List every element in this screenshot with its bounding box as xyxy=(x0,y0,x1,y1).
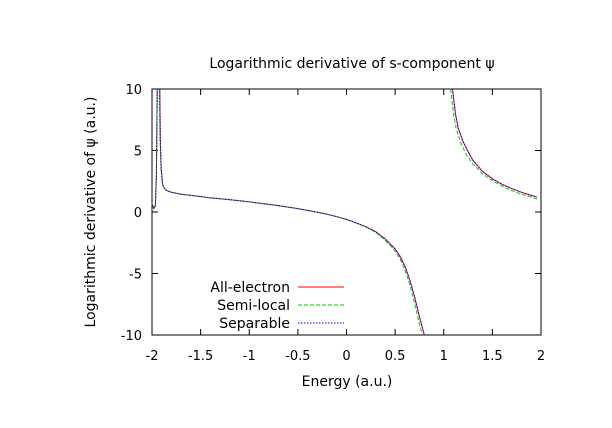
y-tick-label: 5 xyxy=(134,145,142,160)
y-tick-label: -10 xyxy=(121,329,142,344)
plot-frame xyxy=(151,88,542,336)
legend: All-electron Semi-local Separable xyxy=(210,280,344,332)
x-tick-label: 2 xyxy=(537,349,545,364)
y-axis-ticks: -10 -5 0 5 10 xyxy=(121,83,541,344)
series-line xyxy=(159,88,425,336)
x-axis-label: Energy (a.u.) xyxy=(302,374,393,390)
series-line xyxy=(159,88,425,336)
series-line xyxy=(450,88,538,200)
legend-label: Semi-local xyxy=(217,298,290,314)
series-line xyxy=(151,88,158,209)
chart-title: Logarithmic derivative of s-component ψ xyxy=(209,56,494,72)
series-line xyxy=(452,88,538,198)
y-tick-label: 10 xyxy=(125,83,142,98)
x-tick-label: 0.5 xyxy=(385,349,406,364)
series-separable xyxy=(151,88,538,336)
x-axis-ticks: -2 -1.5 -1 -0.5 0 0.5 1 1.5 2 xyxy=(146,89,545,364)
x-tick-label: -0.5 xyxy=(285,349,310,364)
x-tick-label: -1 xyxy=(243,349,256,364)
series-all-electron xyxy=(151,88,538,336)
series-line xyxy=(158,88,423,336)
series-group xyxy=(151,88,538,336)
plot-area xyxy=(151,88,542,336)
y-tick-label: -5 xyxy=(129,268,142,283)
legend-label: All-electron xyxy=(210,280,290,296)
x-tick-label: 1.5 xyxy=(482,349,503,364)
series-line xyxy=(151,88,158,210)
series-line xyxy=(452,88,538,198)
x-tick-label: -2 xyxy=(146,349,159,364)
series-semi-local xyxy=(151,88,538,336)
y-axis-label: Logarithmic derivative of ψ (a.u.) xyxy=(83,97,99,328)
y-tick-label: 0 xyxy=(134,206,142,221)
x-tick-label: 1 xyxy=(440,349,448,364)
x-tick-label: 0 xyxy=(342,349,350,364)
legend-label: Separable xyxy=(219,316,290,332)
x-tick-label: -1.5 xyxy=(188,349,213,364)
